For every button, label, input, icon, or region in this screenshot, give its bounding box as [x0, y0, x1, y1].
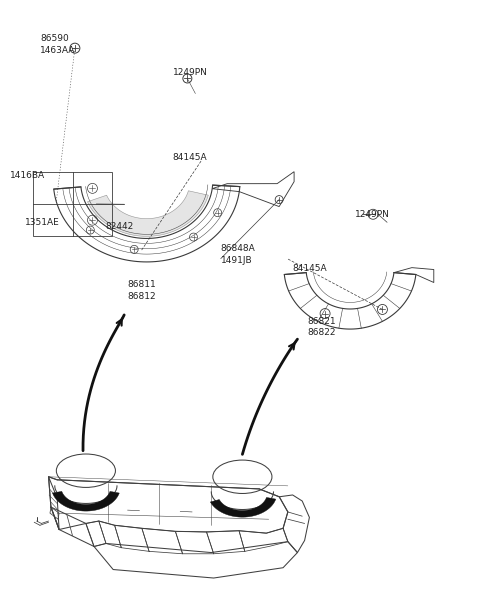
Text: 1351AE: 1351AE: [24, 218, 60, 227]
Text: 86590
1463AA: 86590 1463AA: [40, 34, 75, 55]
Polygon shape: [210, 497, 276, 517]
Text: 86848A
1491JB: 86848A 1491JB: [221, 244, 256, 264]
Polygon shape: [87, 191, 208, 237]
Text: 82442: 82442: [105, 222, 133, 231]
Polygon shape: [52, 491, 119, 511]
Text: 1416BA: 1416BA: [10, 171, 46, 180]
Text: 86811
86812: 86811 86812: [128, 280, 156, 301]
Text: 1249PN: 1249PN: [173, 68, 208, 77]
Text: 86821
86822: 86821 86822: [307, 317, 336, 337]
Text: 1249PN: 1249PN: [355, 210, 390, 219]
Text: 84145A: 84145A: [172, 153, 207, 162]
Text: 84145A: 84145A: [293, 264, 327, 274]
